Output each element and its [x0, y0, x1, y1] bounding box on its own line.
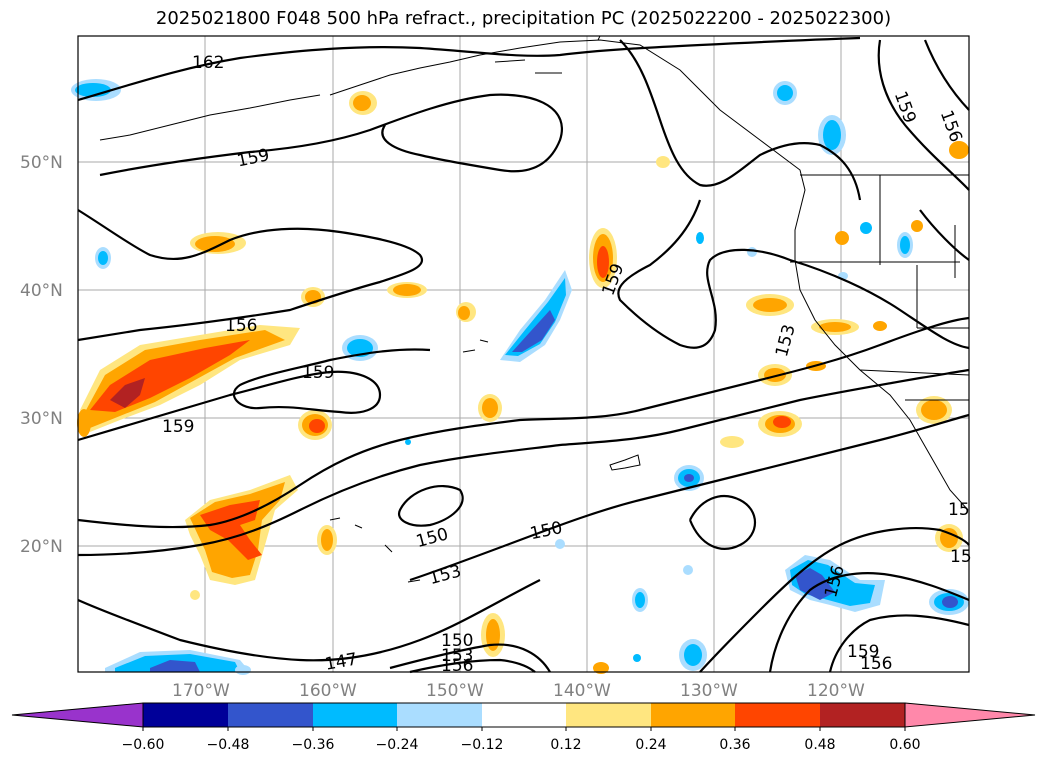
- colorbar-tick-label: 0.24: [635, 737, 666, 753]
- precip-negative-area: [555, 539, 565, 549]
- precip-negative-area: [405, 439, 411, 445]
- colorbar-segment: [228, 703, 313, 727]
- precip-positive-area: [921, 400, 947, 420]
- precip-negative-area: [512, 310, 555, 352]
- precip-negative-area: [635, 592, 645, 608]
- precip-positive-area: [773, 416, 791, 428]
- lon-label: 120°W: [807, 681, 865, 701]
- precip-negative-area: [235, 665, 251, 675]
- precip-positive-area: [720, 436, 744, 448]
- colorbar-segment: [397, 703, 482, 727]
- precip-negative-area: [795, 568, 835, 600]
- colorbar: −0.60 −0.48 −0.36 −0.24 −0.12 0.12 0.24 …: [11, 702, 1036, 753]
- precip-positive-area: [482, 398, 498, 418]
- colorbar-segment: [820, 703, 905, 727]
- colorbar-tick-label: −0.36: [292, 737, 335, 753]
- precip-positive-area: [819, 322, 851, 332]
- map-title: 2025021800 F048 500 hPa refract., precip…: [155, 8, 892, 29]
- colorbar-segment: [651, 703, 735, 727]
- colorbar-tick-label: 0.60: [889, 737, 920, 753]
- colorbar-segment: [566, 703, 651, 727]
- precip-positive-area: [195, 236, 235, 252]
- precip-positive-area: [77, 409, 91, 437]
- precip-negative-area: [683, 565, 693, 575]
- contour-label: 159: [847, 642, 879, 662]
- precip-positive-area: [190, 590, 200, 600]
- precip-positive-area: [753, 298, 787, 312]
- precip-positive-area: [597, 246, 609, 278]
- lat-label: 20°N: [20, 537, 63, 557]
- precip-negative-area: [98, 251, 108, 265]
- colorbar-tick-label: 0.48: [804, 737, 835, 753]
- precip-negative-area: [505, 278, 566, 356]
- precip-positive-area: [353, 95, 371, 111]
- contour-label: 153: [441, 646, 473, 666]
- colorbar-extend-low: [11, 702, 144, 728]
- contour-label: 150: [441, 631, 473, 651]
- colorbar-tick-label: −0.48: [207, 737, 250, 753]
- colorbar-segment: [482, 703, 566, 727]
- contour-label: 156: [225, 316, 257, 336]
- lon-label: 140°W: [553, 681, 611, 701]
- precip-positive-area: [593, 662, 609, 674]
- precip-positive-area: [110, 378, 145, 408]
- precip-positive-area: [940, 528, 958, 548]
- precip-positive-area: [656, 156, 670, 168]
- precip-positive-area: [911, 220, 923, 232]
- lon-label: 160°W: [299, 681, 357, 701]
- contour-label: 15: [948, 500, 970, 520]
- precip-negative-area: [684, 644, 702, 666]
- precip-negative-area: [684, 474, 694, 482]
- contour-label: 15: [950, 547, 972, 567]
- precip-negative-area: [823, 120, 841, 150]
- precip-positive-area: [393, 284, 421, 296]
- precip-positive-area: [321, 529, 333, 551]
- precip-negative-area: [777, 85, 793, 101]
- precip-negative-area: [942, 596, 958, 608]
- precip-negative-area: [900, 236, 910, 254]
- precip-negative-area: [150, 660, 200, 672]
- precip-positive-area: [458, 306, 470, 320]
- colorbar-segment: [143, 703, 228, 727]
- precip-negative-area: [696, 232, 704, 244]
- precip-positive-area: [835, 231, 849, 245]
- contour-label: 162: [192, 53, 224, 73]
- longitude-labels: 170°W 160°W 150°W 140°W 130°W 120°W: [172, 681, 865, 701]
- lon-label: 130°W: [680, 681, 738, 701]
- lat-label: 40°N: [20, 281, 63, 301]
- colorbar-tick-label: 0.12: [550, 737, 581, 753]
- lat-label: 50°N: [20, 153, 63, 173]
- contour-label: 156: [860, 654, 892, 674]
- colorbar-tick-label: −0.24: [376, 737, 419, 753]
- colorbar-segment: [735, 703, 820, 727]
- colorbar-tick-label: −0.60: [122, 737, 165, 753]
- lat-label: 30°N: [20, 409, 63, 429]
- contour-label: 159: [302, 363, 334, 383]
- lon-label: 170°W: [172, 681, 230, 701]
- map-frame: [77, 35, 970, 673]
- precip-positive-area: [486, 619, 500, 651]
- colorbar-tick-label: −0.12: [461, 737, 504, 753]
- colorbar-tick-label: 0.36: [719, 737, 750, 753]
- precip-negative-area: [633, 654, 641, 662]
- precip-negative-area: [747, 247, 757, 257]
- refractivity-contours: [77, 36, 970, 674]
- contour-label: 156: [441, 656, 473, 676]
- contour-label: 159: [162, 417, 194, 437]
- coastlines: [99, 35, 970, 583]
- precip-positive-area: [949, 141, 969, 159]
- lon-label: 150°W: [426, 681, 484, 701]
- precip-positive-area: [873, 321, 887, 331]
- colorbar-segment: [313, 703, 397, 727]
- precip-positive-area: [309, 419, 325, 433]
- precip-negative-area: [860, 222, 872, 234]
- colorbar-extend-high: [904, 702, 1036, 728]
- latitude-labels: 50°N 40°N 30°N 20°N: [20, 153, 63, 557]
